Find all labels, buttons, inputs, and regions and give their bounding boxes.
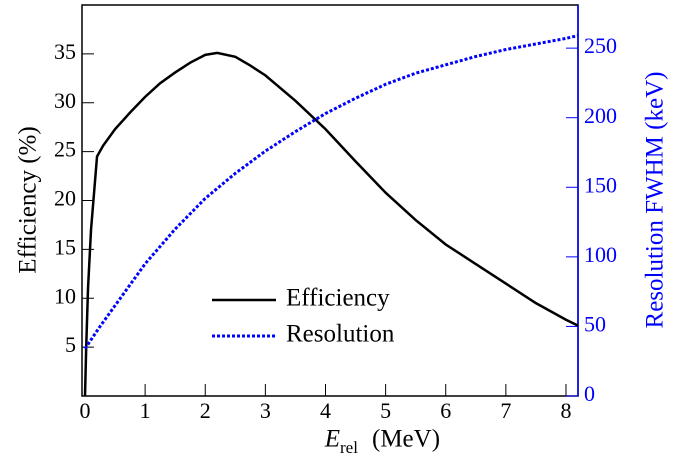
y-tick-label: 25 (54, 137, 76, 162)
y-tick-label: 10 (54, 283, 76, 308)
y-tick-label: 30 (54, 88, 76, 113)
y-tick-label: 5 (65, 332, 76, 357)
x-tick-label: 3 (260, 398, 271, 423)
x-tick-label: 1 (140, 398, 151, 423)
y2-tick-label: 100 (584, 242, 617, 267)
x-tick-label: 6 (440, 398, 451, 423)
y2-tick-label: 250 (584, 33, 617, 58)
y2-tick-label: 200 (584, 103, 617, 128)
legend-label: Resolution (286, 321, 395, 348)
y2-tick-label: 150 (584, 172, 617, 197)
x-tick-label: 4 (320, 398, 331, 423)
x-tick-label: 8 (560, 398, 571, 423)
y-tick-label: 35 (54, 39, 76, 64)
x-axis-label: E (324, 426, 340, 453)
y-tick-label: 15 (54, 234, 76, 259)
x-tick-label: 7 (500, 398, 511, 423)
y2-tick-label: 50 (584, 311, 606, 336)
x-axis-label-subscript: rel (340, 438, 358, 457)
series-line (83, 51, 579, 397)
series-line (83, 34, 579, 350)
y-tick-label: 20 (54, 186, 76, 211)
y2-axis-label: Resolution FWHM (keV) (642, 72, 669, 329)
y2-tick-label: 0 (584, 381, 595, 406)
x-tick-label: 0 (80, 398, 91, 423)
legend-label: Efficiency (286, 285, 390, 312)
y-axis-label: Efficiency (%) (15, 126, 42, 273)
x-tick-label: 2 (200, 398, 211, 423)
x-tick-label: 5 (380, 398, 391, 423)
x-axis-label-unit: (MeV) (372, 426, 440, 453)
